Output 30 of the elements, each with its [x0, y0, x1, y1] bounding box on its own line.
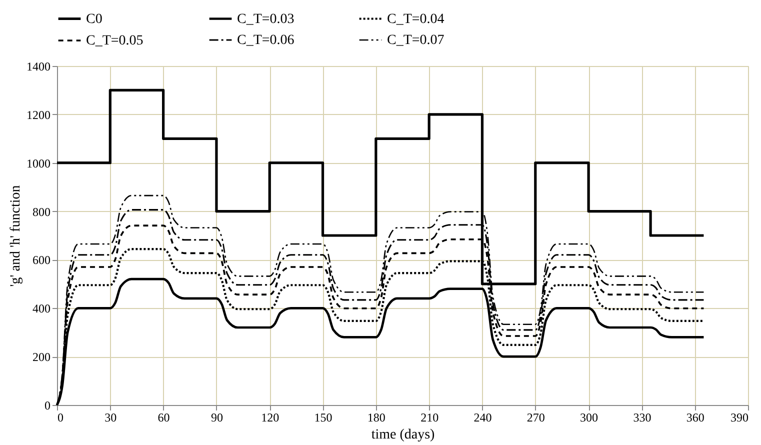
y-tick-label: 1000	[26, 156, 50, 170]
legend-label: C0	[86, 12, 102, 27]
legend-label: C_T=0.07	[387, 33, 444, 48]
y-tick-label: 1200	[26, 108, 50, 122]
x-tick-label: 390	[730, 410, 748, 424]
x-tick-label: 90	[210, 410, 223, 424]
x-tick-label: 270	[526, 410, 545, 424]
legend-label: C_T=0.04	[387, 12, 444, 27]
x-tick-label: 330	[633, 410, 652, 424]
y-tick-label: 800	[32, 204, 50, 219]
x-tick-label: 30	[104, 410, 117, 424]
x-axis-title: time (days)	[371, 428, 436, 442]
y-tick-label: 600	[32, 253, 50, 268]
x-tick-label: 180	[367, 410, 386, 424]
y-tick-label: 200	[32, 350, 50, 364]
x-tick-label: 0	[58, 410, 64, 424]
x-tick-label: 300	[580, 410, 598, 424]
legend-label: C_T=0.06	[237, 33, 294, 48]
y-tick-label: 0	[44, 398, 50, 412]
x-tick-label: 120	[261, 410, 280, 424]
y-tick-label: 400	[32, 302, 50, 316]
legend-label: C_T=0.05	[86, 34, 144, 48]
x-tick-label: 210	[420, 410, 439, 424]
x-tick-label: 240	[474, 410, 492, 424]
x-tick-label: 360	[686, 410, 704, 424]
legend-label: C_T=0.03	[237, 12, 294, 27]
y-axis-title: 'g' and 'h' function	[8, 185, 24, 287]
y-tick-label: 1400	[26, 60, 50, 74]
x-tick-label: 150	[314, 410, 332, 424]
x-tick-label: 60	[158, 410, 170, 424]
